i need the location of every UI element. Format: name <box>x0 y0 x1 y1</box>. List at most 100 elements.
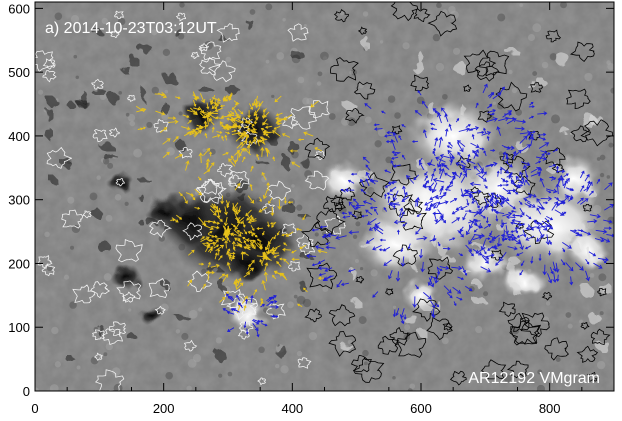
granule <box>409 383 416 390</box>
granule <box>322 286 329 293</box>
granule <box>125 112 130 117</box>
field-vector <box>440 191 447 200</box>
field-vector <box>555 262 560 273</box>
field-vector <box>449 197 458 203</box>
field-vector <box>455 161 466 168</box>
field-vector <box>262 130 271 134</box>
contour-positive <box>503 155 531 179</box>
field-vector <box>260 297 264 303</box>
field-vector <box>260 147 265 157</box>
granule <box>407 388 413 391</box>
field-vector <box>213 238 219 247</box>
field-vector <box>457 151 463 160</box>
granule <box>385 156 393 164</box>
contour-negative <box>198 43 209 52</box>
field-vector <box>502 151 507 161</box>
contour-negative <box>94 352 103 361</box>
field-vector <box>351 205 359 209</box>
x-tick-label: 400 <box>281 401 303 416</box>
field-vector <box>486 104 493 109</box>
field-vector <box>252 323 259 332</box>
field-vector <box>530 256 534 264</box>
field-vector <box>219 104 225 108</box>
field-vector <box>209 151 213 157</box>
field-vector <box>203 244 210 249</box>
field-vector <box>238 153 242 158</box>
field-vector <box>594 238 605 243</box>
field-vector <box>373 123 380 127</box>
field-vector <box>187 279 193 287</box>
field-vector <box>272 247 278 254</box>
field-vector <box>297 138 305 142</box>
field-vector <box>267 296 275 303</box>
field-vector <box>500 219 504 229</box>
network-bright <box>413 60 425 75</box>
field-vector <box>193 92 198 100</box>
contour-negative <box>195 178 227 204</box>
x-tick-label: 200 <box>153 401 175 416</box>
field-vector <box>516 119 527 124</box>
granule <box>497 13 506 22</box>
contour-negative <box>198 41 222 61</box>
field-vector <box>250 225 255 232</box>
network-dark <box>79 90 87 103</box>
field-vector <box>558 200 564 206</box>
field-vector <box>273 254 280 258</box>
field-vector <box>261 109 266 119</box>
granule <box>113 383 123 391</box>
contour-positive <box>403 198 424 215</box>
field-vector <box>517 180 524 184</box>
granule <box>364 116 372 124</box>
field-vector <box>458 229 464 234</box>
field-vector <box>519 222 526 226</box>
network-dark <box>236 194 250 200</box>
field-vector <box>436 267 443 272</box>
field-vector <box>524 203 532 208</box>
field-vector <box>428 188 437 192</box>
field-vector <box>412 296 418 308</box>
field-vector <box>228 158 236 167</box>
field-vector <box>295 227 302 231</box>
granule <box>54 361 61 368</box>
contour-layer <box>35 2 613 391</box>
field-vector <box>461 166 472 171</box>
granule <box>314 232 319 237</box>
field-vector <box>519 239 524 251</box>
y-tick-label: 300 <box>8 193 30 208</box>
field-vector <box>540 150 548 154</box>
field-vector <box>436 157 442 168</box>
field-vector <box>414 199 418 207</box>
granule <box>128 308 132 312</box>
field-vector <box>276 230 280 236</box>
field-vector <box>259 258 263 266</box>
contour-negative <box>108 127 120 138</box>
contour-positive <box>463 49 496 77</box>
field-vector <box>252 232 258 238</box>
field-vector <box>439 185 444 192</box>
field-vector <box>245 328 249 335</box>
field-vector <box>477 130 485 135</box>
field-vector <box>585 258 590 265</box>
field-vector <box>505 152 509 159</box>
granule <box>441 337 449 345</box>
field-vector <box>535 160 542 165</box>
field-vector <box>516 252 524 256</box>
field-vector <box>440 216 447 224</box>
contour-positive <box>580 119 613 147</box>
field-vector <box>247 110 251 119</box>
network-bright <box>588 312 601 325</box>
network-dark <box>292 51 305 62</box>
field-vector <box>207 230 213 235</box>
field-vector <box>207 261 211 268</box>
field-vector <box>546 216 554 221</box>
field-vector <box>434 137 439 147</box>
granule <box>537 369 543 375</box>
contour-positive <box>357 26 368 35</box>
field-vector <box>379 238 386 242</box>
contour-positive <box>530 82 543 93</box>
network-dark <box>90 89 107 94</box>
contour-negative <box>114 10 125 20</box>
field-vector <box>580 198 589 205</box>
granule <box>377 128 386 137</box>
field-vector <box>549 266 554 275</box>
